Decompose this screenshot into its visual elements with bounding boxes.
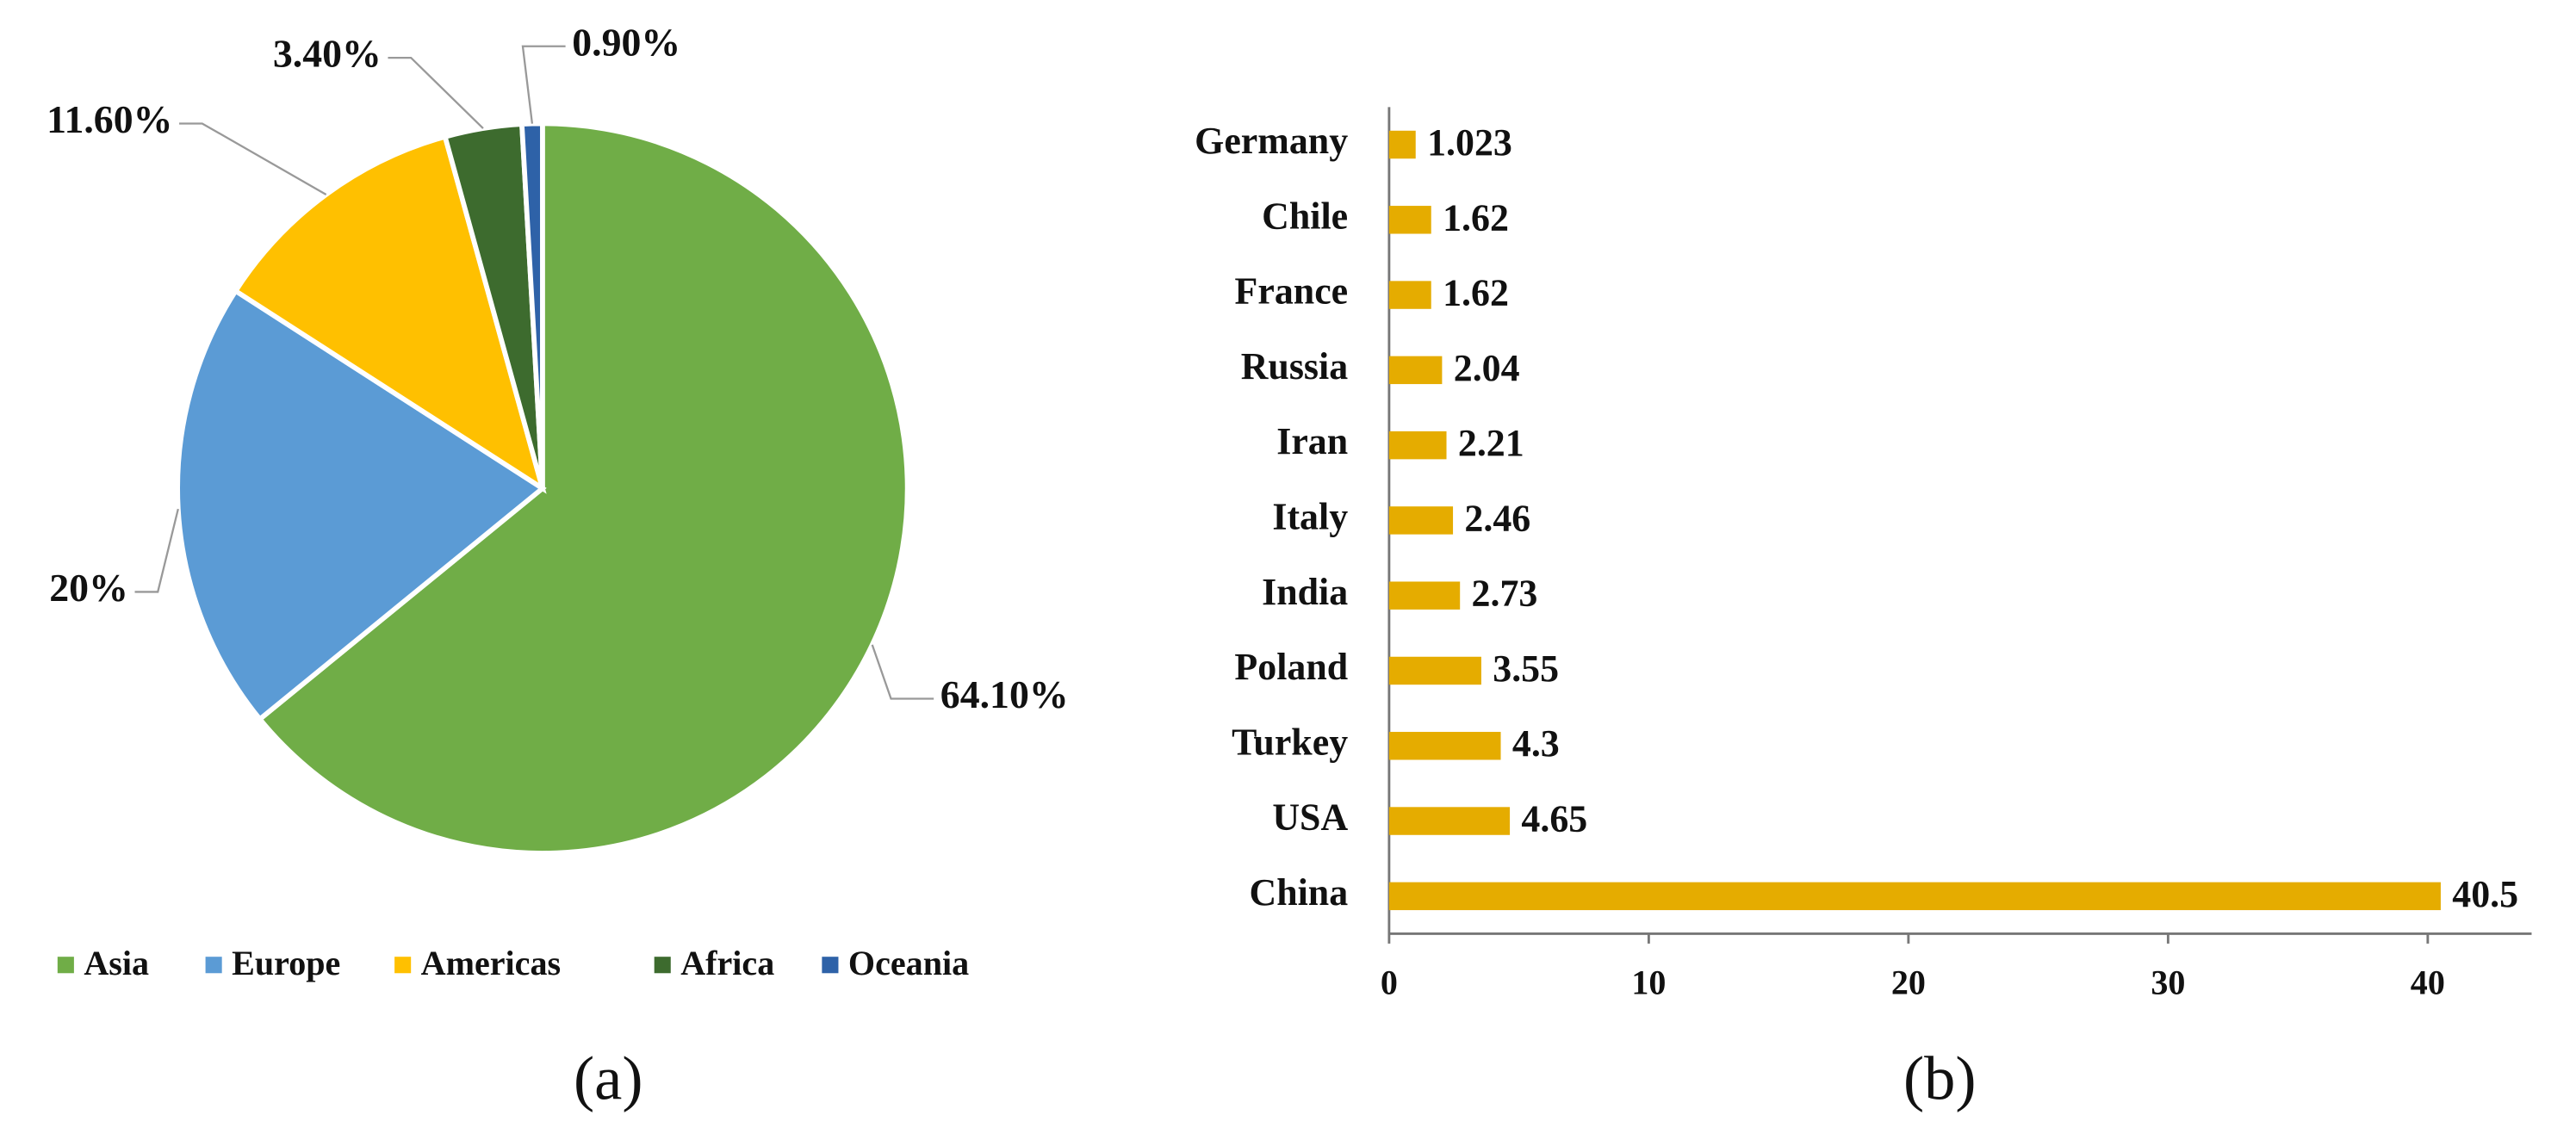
legend-label: Europe — [232, 944, 340, 982]
legend-label: Asia — [84, 944, 149, 982]
legend-swatch — [822, 957, 839, 974]
data-label: 1.023 — [1427, 122, 1512, 164]
data-label: 11.60% — [47, 97, 172, 141]
y-tick-label: Poland — [1234, 647, 1348, 688]
y-tick-label: Iran — [1276, 421, 1348, 462]
bar — [1388, 807, 1511, 835]
y-tick-label: India — [1262, 572, 1348, 613]
y-tick-label: China — [1250, 872, 1349, 914]
pie-slice — [518, 121, 545, 489]
leader-line — [521, 45, 566, 124]
y-tick-label: USA — [1272, 797, 1348, 839]
legend-swatch — [654, 957, 671, 974]
data-label: 2.46 — [1464, 498, 1530, 539]
data-label: 3.40% — [273, 32, 382, 76]
data-label: 4.65 — [1521, 799, 1587, 840]
y-tick-label: Turkey — [1232, 722, 1348, 763]
y-tick-label: Chile — [1262, 195, 1348, 237]
legend-label: Africa — [680, 944, 774, 982]
y-tick-label: Germany — [1195, 121, 1348, 162]
legend-label: Oceania — [848, 944, 969, 982]
data-label: 64.10% — [940, 672, 1069, 716]
x-tick-label: 30 — [2151, 963, 2185, 1002]
y-tick-label: Russia — [1241, 346, 1348, 387]
leader-line — [388, 56, 484, 129]
data-label: 4.3 — [1512, 723, 1560, 765]
legend-label: Americas — [421, 944, 561, 982]
bar — [1388, 206, 1431, 234]
data-label: 2.21 — [1458, 423, 1524, 464]
caption-b: (b) — [1903, 1044, 1977, 1113]
leader-line — [134, 508, 179, 593]
pie-slice — [256, 121, 910, 856]
legend-swatch — [394, 957, 412, 974]
data-label: 2.04 — [1454, 348, 1520, 389]
bar — [1388, 130, 1416, 159]
x-tick-label: 10 — [1631, 963, 1666, 1002]
bar — [1388, 732, 1501, 760]
y-tick-label: Italy — [1272, 496, 1348, 537]
leader-line — [179, 122, 327, 195]
y-tick-label: France — [1235, 271, 1349, 313]
pie-slice — [232, 133, 547, 494]
data-label: 1.62 — [1443, 197, 1509, 238]
data-label: 0.90% — [572, 20, 680, 64]
data-label: 40.5 — [2452, 874, 2518, 915]
legend-swatch — [57, 957, 74, 974]
bar — [1388, 581, 1461, 610]
caption-a: (a) — [574, 1044, 642, 1113]
bar — [1388, 882, 2441, 911]
data-label: 3.55 — [1493, 648, 1559, 690]
data-label: 20% — [49, 566, 128, 610]
x-tick-label: 40 — [2411, 963, 2445, 1002]
bar — [1388, 356, 1443, 385]
leader-line — [871, 644, 934, 700]
data-label: 1.62 — [1443, 273, 1509, 314]
bar — [1388, 656, 1481, 685]
bar — [1388, 281, 1431, 309]
x-tick-label: 20 — [1891, 963, 1926, 1002]
bar — [1388, 506, 1454, 535]
data-label: 2.73 — [1472, 573, 1538, 615]
bar — [1388, 431, 1447, 460]
legend-swatch — [205, 957, 222, 974]
x-tick-label: 0 — [1381, 963, 1398, 1002]
